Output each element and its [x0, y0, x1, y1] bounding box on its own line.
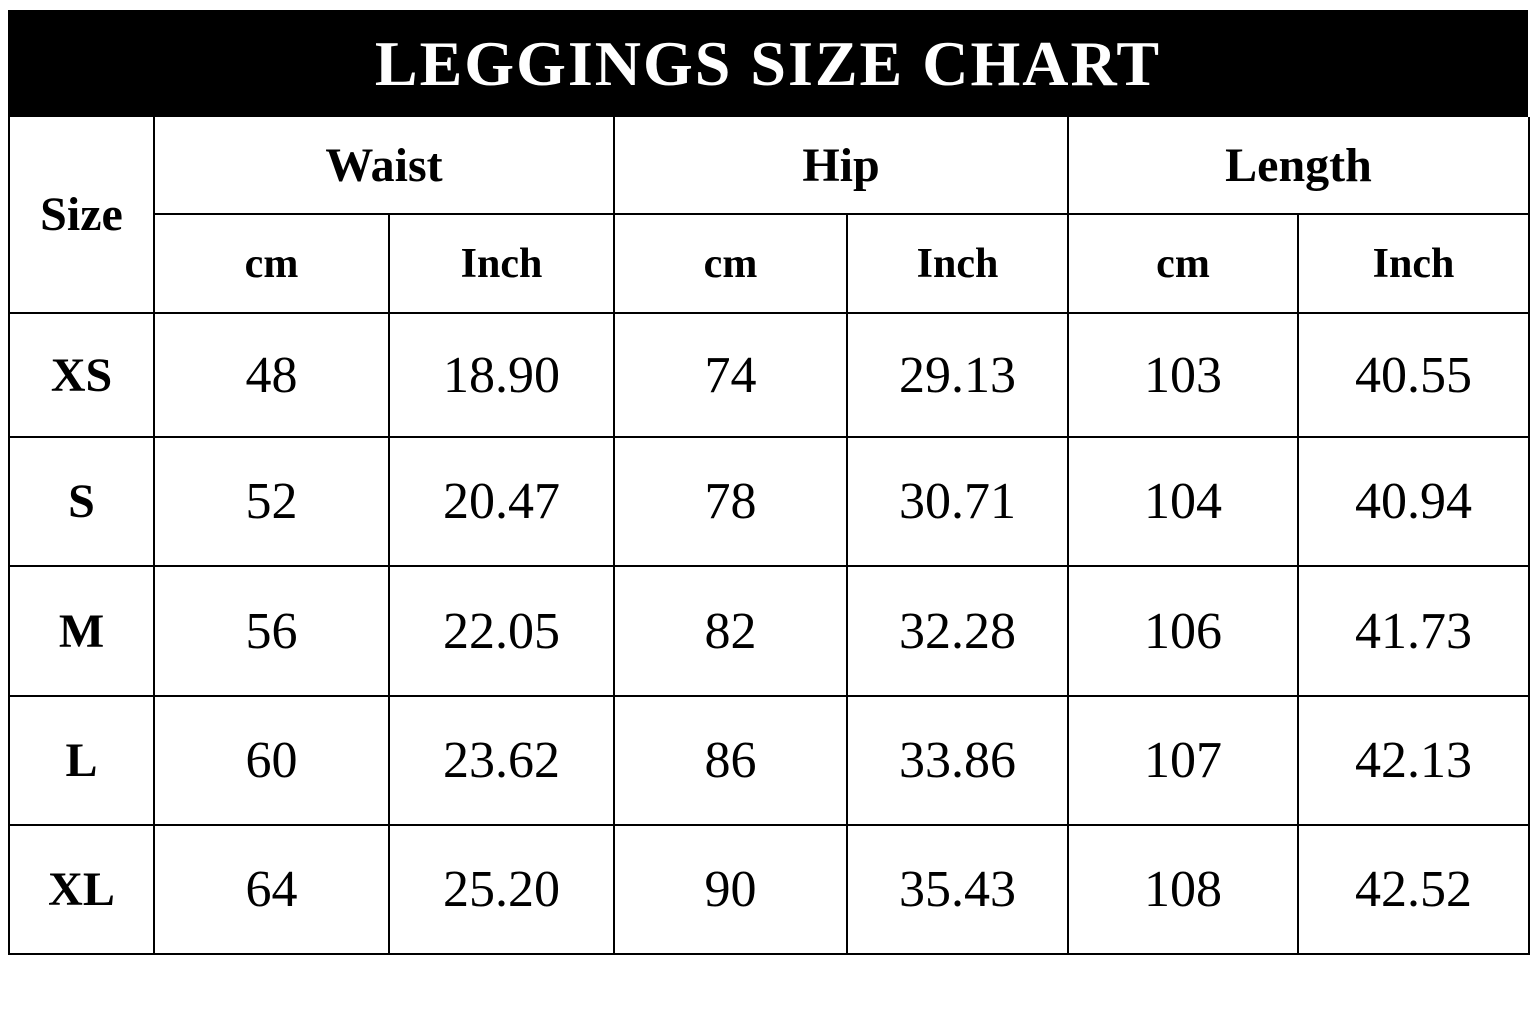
measurement: 107 [1069, 697, 1299, 826]
size-header: Size [10, 117, 155, 314]
measurement: 82 [615, 567, 848, 697]
measurement: 56 [155, 567, 390, 697]
measurement: 40.94 [1299, 438, 1530, 567]
measurement: 25.20 [390, 826, 615, 955]
title-bar: LEGGINGS SIZE CHART [8, 10, 1528, 117]
unit-header: cm [615, 215, 848, 314]
measurement: 42.52 [1299, 826, 1530, 955]
unit-header: Inch [1299, 215, 1530, 314]
measurement: 104 [1069, 438, 1299, 567]
measurement: 86 [615, 697, 848, 826]
measurement: 29.13 [848, 314, 1069, 438]
measurement: 18.90 [390, 314, 615, 438]
measurement: 74 [615, 314, 848, 438]
measurement: 30.71 [848, 438, 1069, 567]
measurement: 108 [1069, 826, 1299, 955]
size-label: S [10, 438, 155, 567]
measurement: 106 [1069, 567, 1299, 697]
measurement: 41.73 [1299, 567, 1530, 697]
measurement: 78 [615, 438, 848, 567]
group-header: Waist [155, 117, 615, 215]
measurement: 40.55 [1299, 314, 1530, 438]
unit-header: cm [1069, 215, 1299, 314]
size-label: XL [10, 826, 155, 955]
measurement: 42.13 [1299, 697, 1530, 826]
measurement: 90 [615, 826, 848, 955]
size-table: Size Waist Hip Length cm Inch cm Inch cm Inch XS 48… [8, 117, 1530, 955]
unit-header: Inch [390, 215, 615, 314]
size-label: M [10, 567, 155, 697]
measurement: 32.28 [848, 567, 1069, 697]
measurement: 23.62 [390, 697, 615, 826]
unit-header: cm [155, 215, 390, 314]
measurement: 33.86 [848, 697, 1069, 826]
group-header: Length [1069, 117, 1530, 215]
measurement: 22.05 [390, 567, 615, 697]
measurement: 20.47 [390, 438, 615, 567]
size-label: L [10, 697, 155, 826]
group-header: Hip [615, 117, 1069, 215]
measurement: 103 [1069, 314, 1299, 438]
unit-header: Inch [848, 215, 1069, 314]
measurement: 48 [155, 314, 390, 438]
measurement: 52 [155, 438, 390, 567]
measurement: 64 [155, 826, 390, 955]
size-label: XS [10, 314, 155, 438]
measurement: 35.43 [848, 826, 1069, 955]
measurement: 60 [155, 697, 390, 826]
